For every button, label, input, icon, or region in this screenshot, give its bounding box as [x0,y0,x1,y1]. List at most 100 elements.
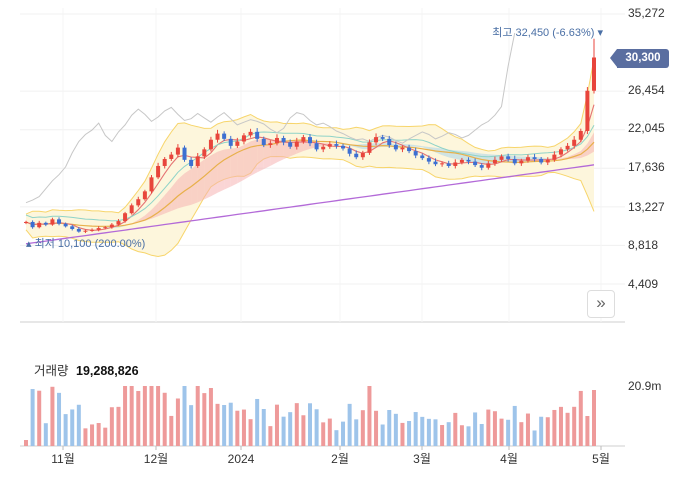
volume-bar [328,419,332,446]
volume-bar [433,419,437,446]
volume-bar [361,410,365,446]
volume-bar [533,430,537,446]
y-tick-label: 8,818 [628,238,658,252]
volume-bar [116,407,120,446]
candle [216,134,220,140]
candle [473,162,477,165]
volume-bar [37,391,41,446]
volume-bar [64,414,68,446]
candle [275,138,279,143]
volume-bar [123,386,127,446]
volume-bar [579,391,583,446]
volume-bar [262,409,266,446]
volume-bar [70,409,74,446]
candle [169,155,173,159]
candle [433,162,437,165]
candle [486,163,490,167]
volume-bar [552,410,556,446]
volume-bar [400,423,404,446]
volume-bar [163,393,167,446]
candle [381,137,385,139]
volume-bar [467,426,471,446]
volume-bar [321,422,325,446]
candle [149,177,153,191]
candle [592,57,596,90]
volume-bar [440,425,444,446]
volume-bar [222,405,226,446]
expand-chart-button[interactable]: » [587,290,615,318]
candle [202,149,206,156]
candle [447,163,451,166]
volume-bar [546,417,550,446]
candle [156,166,160,177]
volume-label-text: 거래량 [34,364,69,378]
volume-bar [31,389,35,446]
candle [136,199,140,205]
current-price-tag: 30,300 [617,49,669,68]
volume-bar [97,423,101,446]
volume-bar [249,419,253,446]
cloud-segment [482,154,489,164]
volume-bar [460,425,464,446]
cloud-segment [211,152,218,196]
volume-bar [387,410,391,446]
volume-bar [315,409,319,446]
volume-bar [394,414,398,446]
volume-bar [44,423,48,446]
candle [493,160,497,163]
volume-bar [130,386,134,446]
candle [367,142,371,152]
candle [130,205,134,213]
volume-bar [196,386,200,446]
candle [566,146,570,149]
candle [288,142,292,146]
volume-bar [500,419,504,446]
volume-bar [566,413,570,446]
candle [222,134,226,139]
candle [308,137,312,143]
volume-bar [447,422,451,446]
candle [453,162,457,165]
candle [321,147,325,150]
volume-bar [156,386,160,446]
volume-bar [288,412,292,446]
candle [559,149,563,154]
volume-bar [143,386,147,446]
volume-bar [308,403,312,446]
candle [334,144,338,146]
y-tick-label: 13,227 [628,200,665,214]
y-tick-label: 17,636 [628,160,665,174]
candle [31,222,35,227]
volume-bar [202,393,206,446]
candle [374,137,378,142]
cloud-segment [224,149,231,190]
candle [295,141,299,146]
volume-bar [539,417,543,446]
volume-bar [149,386,153,446]
candle [341,146,345,149]
volume-bar [110,407,114,446]
volume-bar [585,416,589,446]
x-tick-label: 11월 [51,452,75,466]
cloud-segment [218,150,225,193]
volume-bar [189,405,193,446]
volume-bar [229,403,233,446]
low-annotation: ▴ 최저 10,100 (200.00%) [26,237,145,250]
y-tick-label: 26,454 [628,83,665,97]
volume-bar [493,411,497,446]
candle [116,221,120,224]
candle [519,161,523,164]
candle [255,132,259,139]
candle [242,135,246,141]
volume-bar [592,390,596,446]
candle [480,165,484,168]
candle [440,163,444,164]
volume-bar [301,415,305,446]
candle [572,140,576,146]
volume-bar [183,386,187,446]
candle [467,160,471,162]
volume-value: 19,288,826 [76,364,139,378]
candle [189,160,193,166]
candle [37,223,41,227]
